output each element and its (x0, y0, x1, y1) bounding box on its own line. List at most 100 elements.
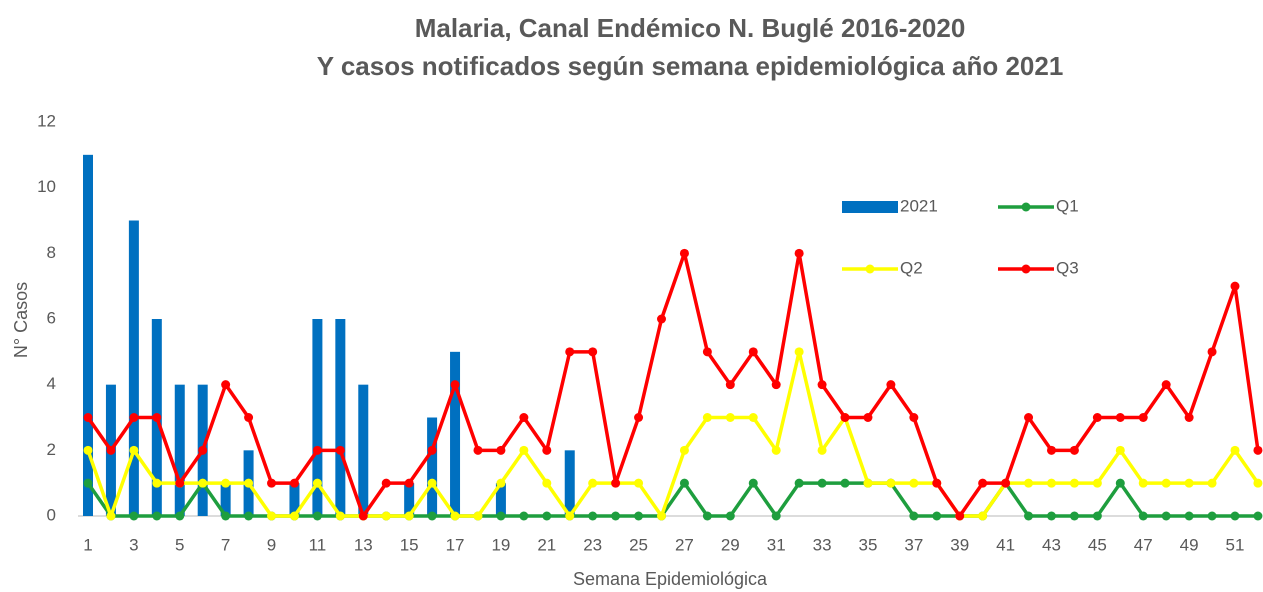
marker (565, 511, 575, 521)
y-tick-label: 8 (47, 243, 56, 262)
x-tick-label: 7 (221, 535, 230, 554)
marker (863, 413, 873, 422)
marker (473, 445, 483, 455)
bar (495, 483, 506, 516)
marker (404, 478, 414, 488)
marker (175, 478, 185, 488)
marker (1207, 347, 1217, 357)
marker (1092, 511, 1102, 521)
marker (221, 511, 231, 521)
legend-label: Q1 (1056, 196, 1079, 215)
marker (152, 413, 162, 422)
marker (312, 445, 322, 455)
marker (840, 413, 850, 422)
x-tick-label: 31 (767, 535, 786, 554)
y-tick-label: 12 (37, 111, 56, 130)
marker (221, 478, 231, 488)
marker (679, 445, 689, 455)
marker (427, 478, 437, 488)
marker (106, 511, 116, 521)
marker (886, 380, 896, 390)
line (86, 251, 1260, 518)
marker (129, 413, 139, 422)
marker (175, 511, 185, 521)
marker (1115, 413, 1125, 422)
marker (748, 413, 758, 422)
x-tick-label: 51 (1226, 535, 1245, 554)
marker (83, 478, 93, 488)
marker (1115, 445, 1125, 455)
marker (267, 478, 277, 488)
marker (542, 445, 552, 455)
marker (909, 511, 919, 521)
bar (220, 483, 231, 516)
x-tick-label: 19 (491, 535, 510, 554)
marker (519, 445, 529, 455)
marker (1138, 511, 1148, 521)
marker (1230, 281, 1240, 291)
bar (450, 351, 461, 516)
legend-swatch (865, 264, 875, 274)
marker (1207, 511, 1217, 521)
marker (381, 511, 391, 521)
marker (748, 478, 758, 488)
marker (450, 380, 460, 390)
marker (198, 445, 208, 455)
bar (174, 384, 185, 516)
x-tick-label: 21 (537, 535, 556, 554)
marker (679, 478, 689, 488)
x-tick-label: 13 (354, 535, 373, 554)
marker (244, 478, 254, 488)
marker (1184, 413, 1194, 422)
marker (794, 478, 804, 488)
y-axis-title: N° Casos (11, 282, 31, 358)
bar (128, 220, 139, 516)
marker (725, 380, 735, 390)
marker (932, 478, 942, 488)
marker (611, 511, 621, 521)
marker (450, 511, 460, 521)
marker (1253, 445, 1263, 455)
marker (267, 511, 277, 521)
marker (1161, 478, 1171, 488)
marker (1024, 478, 1034, 488)
marker (496, 511, 506, 521)
legend-label: Q3 (1056, 258, 1079, 277)
marker (817, 380, 827, 390)
marker (519, 413, 529, 422)
x-tick-label: 9 (267, 535, 276, 554)
chart-title: Malaria, Canal Endémico N. Buglé 2016-20… (415, 13, 966, 43)
x-tick-label: 29 (721, 535, 740, 554)
x-tick-label: 1 (83, 535, 92, 554)
marker (1161, 511, 1171, 521)
bar (289, 483, 300, 516)
marker (794, 248, 804, 258)
marker (955, 511, 965, 521)
marker (1207, 478, 1217, 488)
marker (725, 511, 735, 521)
marker (863, 478, 873, 488)
marker (1184, 511, 1194, 521)
y-tick-label: 4 (47, 374, 56, 393)
y-tick-label: 6 (47, 308, 56, 327)
marker (771, 445, 781, 455)
bar (83, 154, 93, 517)
bar (427, 417, 438, 516)
x-tick-label: 15 (400, 535, 419, 554)
marker (1046, 511, 1056, 521)
marker (519, 511, 529, 521)
marker (932, 511, 942, 521)
marker (840, 478, 850, 488)
marker (978, 478, 988, 488)
marker (1230, 445, 1240, 455)
marker (634, 511, 644, 521)
marker (1092, 413, 1102, 422)
bar (335, 319, 346, 516)
x-tick-label: 47 (1134, 535, 1153, 554)
marker (1069, 478, 1079, 488)
x-tick-label: 33 (813, 535, 832, 554)
marker (1069, 511, 1079, 521)
x-tick-label: 3 (129, 535, 138, 554)
marker (1024, 413, 1034, 422)
